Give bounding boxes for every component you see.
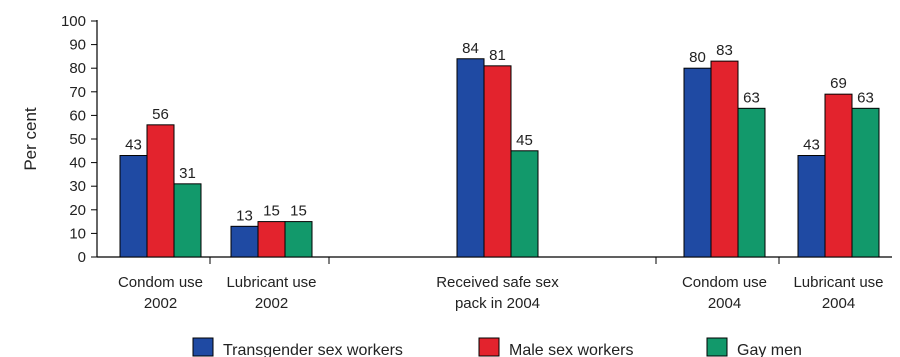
- bar: [146, 124, 175, 258]
- data-label: 84: [462, 40, 479, 57]
- y-tick-label: 40: [69, 155, 86, 172]
- bar: [456, 58, 485, 258]
- legend-label: Gay men: [737, 342, 802, 357]
- category-label: 2002: [255, 295, 288, 312]
- legend-swatch: [706, 337, 728, 357]
- bar: [737, 107, 766, 258]
- y-tick-label: 0: [78, 249, 86, 266]
- data-label: 15: [290, 203, 307, 220]
- data-label: 45: [516, 132, 533, 149]
- legend-label: Transgender sex workers: [223, 342, 403, 357]
- y-tick-label: 50: [69, 131, 86, 148]
- legend-swatch: [478, 337, 500, 357]
- y-tick-label: 10: [69, 225, 86, 242]
- y-tick-label: 60: [69, 107, 86, 124]
- category-label: Condom use: [682, 274, 767, 291]
- y-tick-label: 70: [69, 84, 86, 101]
- data-label: 69: [830, 75, 847, 92]
- data-label: 80: [689, 49, 706, 66]
- data-label: 81: [489, 47, 506, 64]
- legend: Transgender sex workers Male sex workers G…: [192, 337, 802, 357]
- bar: [683, 67, 712, 258]
- y-axis-label: Per cent: [21, 107, 40, 171]
- data-label: 13: [236, 207, 253, 224]
- category-label: 2004: [822, 295, 855, 312]
- data-label: 83: [716, 42, 733, 59]
- category-labels: Condom use 2002 Lubricant use 2002 Received …: [118, 274, 884, 312]
- bar: [797, 155, 826, 258]
- category-label: pack in 2004: [455, 295, 540, 312]
- data-label: 31: [179, 165, 196, 182]
- y-tick-label: 80: [69, 60, 86, 77]
- y-tick-label: 100: [61, 13, 86, 30]
- bar: [851, 107, 880, 258]
- category-label: Received safe sex: [436, 274, 559, 291]
- bar: [510, 150, 539, 258]
- bars: [119, 58, 880, 258]
- category-label: 2002: [144, 295, 177, 312]
- category-label: Lubricant use: [226, 274, 316, 291]
- bar: [173, 183, 202, 258]
- category-label: 2004: [708, 295, 741, 312]
- data-label: 63: [743, 89, 760, 106]
- data-label: 15: [263, 203, 280, 220]
- data-label: 63: [857, 89, 874, 106]
- data-label: 43: [803, 137, 820, 154]
- bar: [119, 155, 148, 258]
- y-tick-label: 30: [69, 178, 86, 195]
- legend-swatch: [192, 337, 214, 357]
- data-label: 56: [152, 106, 169, 123]
- bar: [284, 221, 313, 258]
- y-tick-label: 20: [69, 202, 86, 219]
- legend-label: Male sex workers: [509, 342, 633, 357]
- bar: [710, 60, 739, 258]
- data-labels: 43 13 84 80 43 56 15 81 83 69 31 15 45 63 63: [125, 40, 874, 225]
- data-label: 43: [125, 137, 142, 154]
- y-tick-label: 90: [69, 37, 86, 54]
- bar: [257, 221, 286, 258]
- axes: 0 10 20 30 40 50 60 70 80 90 100: [61, 13, 892, 266]
- category-label: Lubricant use: [793, 274, 883, 291]
- category-label: Condom use: [118, 274, 203, 291]
- bar: [230, 225, 259, 258]
- bar: [483, 65, 512, 258]
- bar: [824, 93, 853, 258]
